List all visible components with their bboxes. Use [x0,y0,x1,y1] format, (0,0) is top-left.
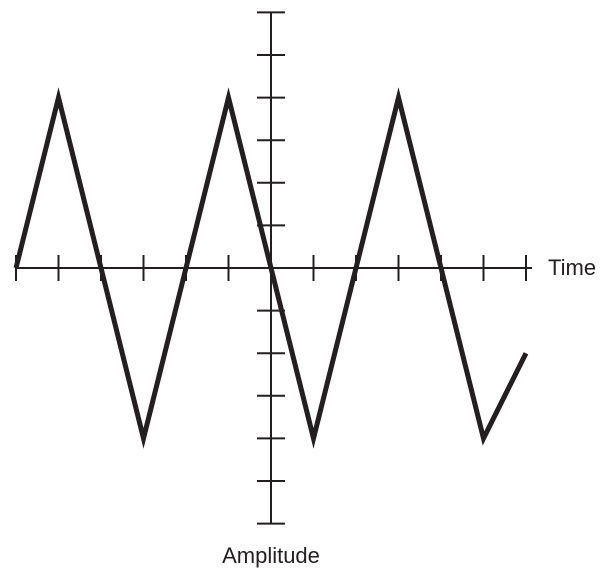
y-axis-title: Amplitude [222,543,320,568]
x-axis-title: Time [548,255,596,280]
series-line [13,87,529,449]
